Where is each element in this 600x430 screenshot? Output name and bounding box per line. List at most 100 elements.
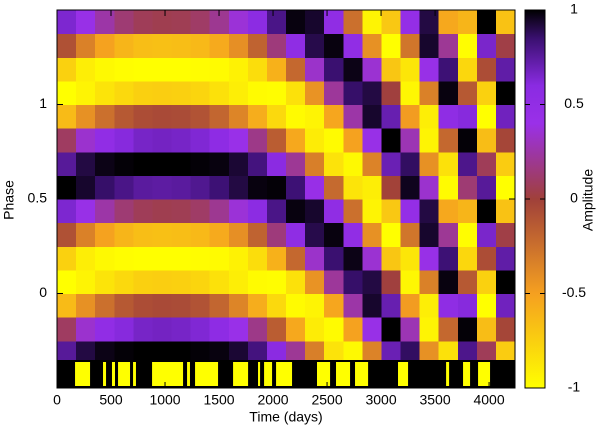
cell (190, 317, 211, 342)
cell (457, 128, 478, 153)
cell (495, 104, 515, 129)
cell (457, 317, 478, 342)
colorbar-tick-label: -1 (568, 379, 581, 395)
cell (76, 317, 96, 342)
cell (305, 10, 325, 35)
cell (95, 80, 115, 106)
cell (381, 175, 402, 200)
cell (152, 199, 173, 224)
cell (324, 57, 344, 82)
cell (133, 175, 154, 200)
cell (171, 246, 192, 271)
x-tick-label: 1500 (203, 392, 234, 408)
cell (133, 222, 154, 247)
cell (286, 340, 306, 365)
cell (457, 10, 478, 35)
cell (247, 246, 268, 271)
cell (476, 104, 497, 129)
y-tick-label: 1 (39, 95, 47, 111)
cell (362, 57, 383, 82)
cell (76, 128, 96, 153)
cell (95, 10, 115, 35)
cell (209, 293, 230, 318)
cell (305, 57, 325, 82)
cell (419, 269, 440, 295)
cell (209, 80, 230, 106)
cell (190, 340, 211, 365)
cell (438, 151, 459, 176)
cell (57, 175, 77, 200)
cell (228, 175, 249, 200)
cell (114, 175, 134, 200)
cell (343, 293, 363, 318)
cell (247, 104, 268, 129)
cell (57, 293, 77, 318)
cell (419, 317, 440, 342)
x-tick-label: 4000 (473, 392, 504, 408)
cell (228, 33, 249, 58)
cell (286, 199, 306, 224)
cell (133, 151, 154, 176)
cell (152, 128, 173, 153)
cell (286, 10, 306, 35)
cell (57, 269, 77, 295)
cell (362, 10, 383, 35)
cell (381, 104, 402, 129)
cell (247, 128, 268, 153)
cell (152, 104, 173, 129)
cell (476, 33, 497, 58)
cell (324, 104, 344, 129)
cell (362, 340, 383, 365)
cell (476, 317, 497, 342)
cell (438, 104, 459, 129)
cell (419, 80, 440, 106)
cell (419, 57, 440, 82)
cell (209, 317, 230, 342)
cell (495, 128, 515, 153)
cell (305, 340, 325, 365)
cell (438, 246, 459, 271)
cell (57, 80, 77, 106)
cell (495, 340, 515, 365)
x-tick-label: 2000 (257, 392, 288, 408)
cell (457, 175, 478, 200)
cell (228, 269, 249, 295)
cell (343, 151, 363, 176)
cell (419, 222, 440, 247)
cell (266, 33, 287, 58)
cell (324, 222, 344, 247)
cell (57, 317, 77, 342)
observed-interval (398, 362, 409, 386)
cell (171, 175, 192, 200)
cell (362, 269, 383, 295)
cell (266, 199, 287, 224)
cell (381, 269, 402, 295)
heatmap (57, 10, 515, 388)
observed-interval (187, 362, 190, 386)
y-tick-label: 0 (39, 284, 47, 300)
cell (190, 151, 211, 176)
cell (324, 10, 344, 35)
cell (343, 10, 363, 35)
cell (400, 317, 421, 342)
cell (457, 57, 478, 82)
cell (400, 175, 421, 200)
colorbar-tick-label: -0.5 (562, 284, 586, 300)
cell (419, 33, 440, 58)
cell (381, 199, 402, 224)
cell (362, 246, 383, 271)
cell (362, 175, 383, 200)
observed-interval (276, 362, 293, 386)
cell (133, 128, 154, 153)
cell (400, 222, 421, 247)
cell (95, 199, 115, 224)
cell (57, 246, 77, 271)
cell (152, 269, 173, 295)
cell (476, 246, 497, 271)
cell (133, 10, 154, 35)
cell (400, 269, 421, 295)
cell (286, 151, 306, 176)
cell (266, 340, 287, 365)
cell (438, 340, 459, 365)
